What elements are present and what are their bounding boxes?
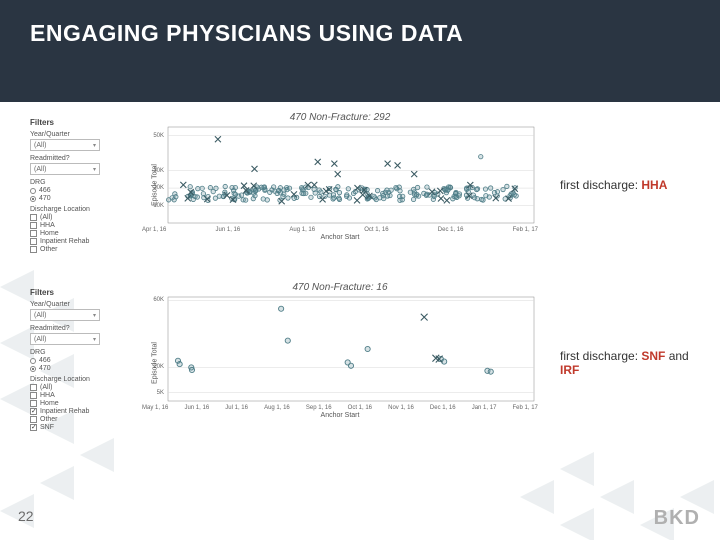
xtick-label: Sep 1, 16 [306,405,332,411]
filters-panel-b: FiltersYear/Quarter(All)Readmitted?(All)… [30,288,125,435]
filter-label: DRG [30,349,125,356]
filter-check-row[interactable]: (All) [30,384,125,391]
filter-select[interactable]: (All) [30,309,100,321]
filter-check-row[interactable]: Other [30,416,125,423]
checkbox-icon [30,230,37,237]
brand-logo: BKD [654,507,700,530]
filter-check-row[interactable]: Home [30,230,125,237]
filter-check-row[interactable]: Other [30,246,125,253]
checkbox-icon [30,384,37,391]
xtick-label: Dec 1, 16 [438,227,464,233]
radio-icon [30,188,36,194]
checkbox-icon [30,424,37,431]
plot-b: 470 Non-Fracture: 16 5K20K60K May 1, 16J… [140,280,540,445]
filter-label: Readmitted? [30,155,125,162]
filter-label: Discharge Location [30,376,125,383]
ytick-label: 5K [157,390,164,396]
checkbox-icon [30,238,37,245]
xtick-label: Jun 1, 16 [184,405,209,411]
filter-radio-row[interactable]: 470 [30,365,125,372]
xticks-a: Apr 1, 16 Jun 1, 16 Aug 1, 16 Oct 1, 16 Dec … [140,227,540,233]
filter-label: DRG [30,179,125,186]
xtick-label: Dec 1, 16 [430,405,456,411]
ylabel-b: Episode Total [151,342,158,384]
filter-radio-row[interactable]: 466 [30,357,125,364]
checkbox-icon [30,416,37,423]
chart-block-b: FiltersYear/Quarter(All)Readmitted?(All)… [20,280,700,445]
filter-check-row[interactable]: Home [30,400,125,407]
xtick-label: Jun 1, 16 [216,227,241,233]
filter-label: Readmitted? [30,325,125,332]
checkbox-icon [30,408,37,415]
page-number: 22 [18,508,34,524]
filter-check-row[interactable]: Inpatient Rehab [30,408,125,415]
filters-panel-a: FiltersYear/Quarter(All)Readmitted?(All)… [30,118,125,257]
xtick-label: Oct 1, 16 [348,405,372,411]
filters-header: Filters [30,288,125,297]
xtick-label: Aug 1, 16 [289,227,315,233]
slide-title: ENGAGING PHYSICIANS USING DATA [30,20,463,47]
xtick-label: Feb 1, 17 [513,227,538,233]
xtick-label: May 1, 16 [142,405,168,411]
chart-block-a: FiltersYear/Quarter(All)Readmitted?(All)… [20,110,700,260]
filter-label: Year/Quarter [30,131,125,138]
chart-title-a: 470 Non-Fracture: 292 [140,112,540,123]
checkbox-icon [30,392,37,399]
slide-root: { "title": "ENGAGING PHYSICIANS USING DA… [0,0,720,540]
plot-a: 470 Non-Fracture: 292 10K20K30K50K Apr 1… [140,110,540,260]
svg-plot-b [140,293,540,405]
ytick-label: 50K [153,133,164,139]
discharge-label-a: first discharge: HHA [560,178,667,192]
title-band [0,0,720,102]
filter-select[interactable]: (All) [30,139,100,151]
filters-header: Filters [30,118,125,127]
checkbox-icon [30,400,37,407]
filter-check-row[interactable]: HHA [30,392,125,399]
svg-plot-a [140,123,540,227]
discharge-label-b: first discharge: SNF and IRF [560,349,700,377]
xtick-label: Jul 1, 16 [225,405,248,411]
xticks-b: May 1, 16 Jun 1, 16 Jul 1, 16 Aug 1, 16 Sep … [140,405,540,411]
xlabel-b: Anchor Start [140,412,540,419]
xtick-label: Feb 1, 17 [513,405,538,411]
xlabel-a: Anchor Start [140,234,540,241]
filter-check-row[interactable]: HHA [30,222,125,229]
ylabel-a: Episode Total [151,164,158,206]
xtick-label: Aug 1, 16 [264,405,290,411]
xtick-label: Jan 1, 17 [472,405,497,411]
checkbox-icon [30,246,37,253]
checkbox-icon [30,222,37,229]
radio-icon [30,366,36,372]
filter-select[interactable]: (All) [30,333,100,345]
xtick-label: Apr 1, 16 [142,227,166,233]
filter-check-row[interactable]: Inpatient Rehab [30,238,125,245]
filter-check-row[interactable]: SNF [30,424,125,431]
chart-title-b: 470 Non-Fracture: 16 [140,282,540,293]
radio-icon [30,358,36,364]
filter-select[interactable]: (All) [30,163,100,175]
filter-radio-row[interactable]: 470 [30,195,125,202]
filter-check-row[interactable]: (All) [30,214,125,221]
ytick-label: 60K [153,297,164,303]
filter-label: Discharge Location [30,206,125,213]
xtick-label: Oct 1, 16 [364,227,388,233]
filter-radio-row[interactable]: 466 [30,187,125,194]
filter-label: Year/Quarter [30,301,125,308]
checkbox-icon [30,214,37,221]
xtick-label: Nov 1, 16 [388,405,414,411]
radio-icon [30,196,36,202]
